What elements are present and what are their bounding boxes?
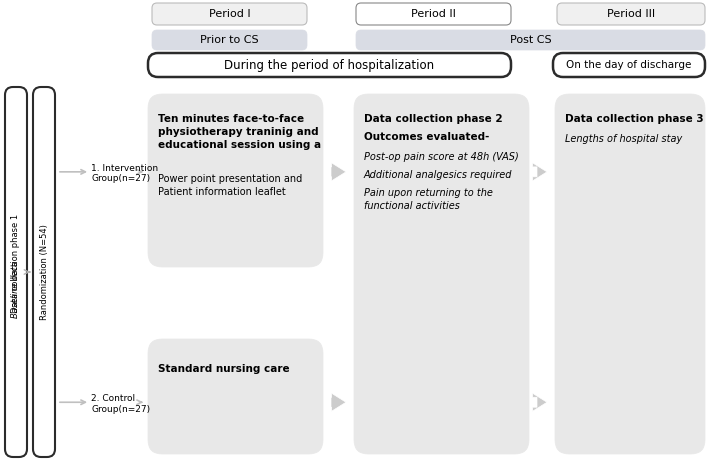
Text: Ten minutes face-to-face
physiotherapy traninig and
educational session using a: Ten minutes face-to-face physiotherapy t… [158,114,321,151]
Text: Post CS: Post CS [510,35,552,45]
FancyBboxPatch shape [148,339,323,454]
Text: Lengths of hospital stay: Lengths of hospital stay [565,134,682,144]
Text: Data collection phase 1: Data collection phase 1 [11,211,21,313]
Text: Period II: Period II [411,9,456,19]
Polygon shape [532,163,547,181]
Polygon shape [331,163,346,181]
Text: Post-op pain score at 48h (VAS): Post-op pain score at 48h (VAS) [364,152,519,162]
FancyBboxPatch shape [354,94,529,454]
Text: During the period of hospitalization: During the period of hospitalization [225,59,435,72]
FancyBboxPatch shape [148,94,323,267]
FancyBboxPatch shape [33,87,55,457]
Text: Power point presentation and
Patient information leaflet: Power point presentation and Patient inf… [158,174,302,197]
FancyBboxPatch shape [356,3,511,25]
Text: On the day of discharge: On the day of discharge [566,60,692,70]
FancyBboxPatch shape [553,53,705,77]
Text: 2. Control
Group(n=27): 2. Control Group(n=27) [91,394,150,413]
FancyBboxPatch shape [148,53,511,77]
FancyBboxPatch shape [555,94,705,454]
Polygon shape [331,393,346,411]
Text: Data collection phase 2: Data collection phase 2 [364,114,503,124]
Text: 1. Intervention
Group(n=27): 1. Intervention Group(n=27) [91,164,158,183]
FancyBboxPatch shape [152,30,307,50]
Text: Period III: Period III [607,9,655,19]
FancyBboxPatch shape [5,87,27,457]
FancyBboxPatch shape [152,3,307,25]
Text: Randomization (N=54): Randomization (N=54) [40,224,48,320]
Polygon shape [532,393,547,411]
Text: Baseline data: Baseline data [11,261,21,318]
FancyBboxPatch shape [356,30,705,50]
Text: Data collection phase 3: Data collection phase 3 [565,114,703,124]
Text: Prior to CS: Prior to CS [200,35,259,45]
FancyBboxPatch shape [557,3,705,25]
Text: Standard nursing care: Standard nursing care [158,364,289,374]
Text: Outcomes evaluated-: Outcomes evaluated- [364,132,489,142]
Text: Additional analgesics required: Additional analgesics required [364,170,513,180]
Text: Pain upon returning to the
functional activities: Pain upon returning to the functional ac… [364,188,493,211]
Text: Period I: Period I [208,9,250,19]
